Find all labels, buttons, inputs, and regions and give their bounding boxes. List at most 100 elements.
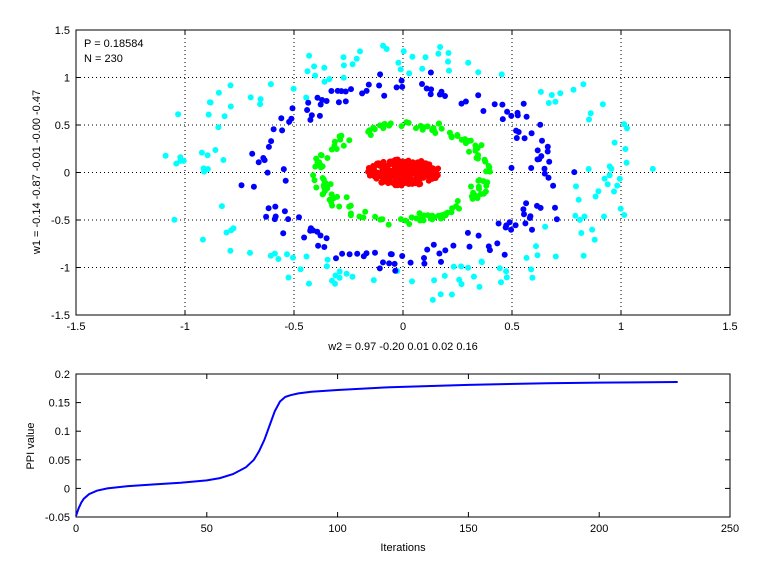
scatter-point — [406, 162, 413, 169]
scatter-point — [458, 100, 465, 107]
scatter-point — [409, 278, 415, 285]
annotation-n: N = 230 — [84, 53, 123, 65]
scatter-point — [520, 206, 527, 213]
scatter-y-tick-label: 0 — [64, 168, 70, 180]
scatter-point — [458, 281, 465, 288]
scatter-point — [529, 274, 536, 281]
scatter-point — [466, 148, 472, 155]
scatter-point — [377, 71, 384, 78]
scatter-point — [398, 77, 405, 84]
scatter-point — [424, 172, 431, 179]
scatter-point — [503, 274, 510, 281]
scatter-point — [321, 78, 328, 85]
scatter-point — [199, 236, 206, 243]
scatter-point — [387, 174, 394, 181]
scatter-x-label: w2 = 0.97 -0.20 0.01 0.02 0.16 — [327, 341, 478, 353]
scatter-point — [413, 177, 420, 184]
scatter-y-tick-label: 0.5 — [55, 120, 70, 132]
scatter-point — [526, 215, 533, 221]
scatter-point — [215, 124, 222, 131]
scatter-point — [575, 196, 582, 203]
line-plot-area — [75, 373, 731, 518]
scatter-point — [267, 252, 274, 259]
scatter-point — [383, 164, 390, 170]
scatter-point — [306, 52, 313, 59]
scatter-point — [649, 165, 656, 172]
scatter-point — [453, 203, 460, 210]
scatter-point — [445, 50, 452, 56]
scatter-point — [280, 166, 287, 173]
scatter-point — [413, 125, 419, 132]
scatter-point — [319, 175, 326, 181]
line-x-tick-label: 200 — [590, 523, 608, 535]
scatter-point — [329, 277, 335, 284]
scatter-point — [539, 137, 545, 144]
scatter-point — [424, 246, 431, 253]
scatter-point — [589, 226, 596, 233]
scatter-point — [316, 112, 323, 119]
scatter-point — [402, 217, 409, 224]
scatter-point — [572, 212, 579, 219]
scatter-point — [175, 111, 182, 118]
scatter-point — [484, 179, 491, 186]
scatter-point — [446, 129, 453, 136]
scatter-point — [228, 227, 235, 234]
scatter-point — [465, 264, 471, 271]
scatter-point — [255, 159, 262, 166]
scatter-point — [496, 265, 503, 272]
scatter-point — [394, 164, 401, 171]
scatter-point — [503, 268, 510, 275]
scatter-point — [367, 132, 374, 138]
scatter-point — [508, 226, 515, 233]
line-y-tick-label: -0.05 — [45, 512, 70, 524]
scatter-point — [544, 148, 551, 155]
scatter-point — [506, 219, 513, 226]
scatter-point — [448, 134, 455, 141]
scatter-point — [437, 291, 444, 298]
scatter-point — [303, 253, 310, 260]
scatter-point — [498, 279, 504, 286]
scatter-point — [399, 175, 406, 182]
scatter-point — [323, 263, 330, 270]
scatter-y-label: w1 = -0.14 -0.87 -0.01 -0.00 -0.47 — [31, 90, 43, 255]
scatter-y-tick-label: 1 — [64, 73, 70, 85]
scatter-point — [591, 236, 598, 243]
scatter-point — [285, 274, 292, 281]
scatter-point — [430, 241, 437, 248]
scatter-point — [570, 86, 577, 93]
scatter-point — [394, 182, 401, 189]
scatter-point — [462, 136, 468, 143]
scatter-point — [475, 92, 482, 99]
scatter-point — [336, 268, 343, 275]
scatter-point — [204, 152, 211, 159]
scatter-x-tick-label: -0.5 — [285, 321, 304, 333]
scatter-point — [576, 216, 583, 223]
scatter-point — [308, 112, 315, 119]
scatter-point — [418, 160, 425, 167]
scatter-point — [387, 251, 394, 258]
scatter-point — [442, 247, 449, 254]
scatter-point — [436, 91, 443, 98]
scatter-point — [522, 220, 529, 227]
scatter-point — [320, 191, 327, 197]
scatter-point — [323, 235, 330, 242]
scatter-point — [377, 173, 384, 180]
line-y-tick-label: 0.2 — [55, 369, 70, 381]
scatter-point — [498, 71, 505, 78]
scatter-point — [321, 244, 328, 250]
scatter-point — [523, 113, 530, 120]
scatter-point — [289, 105, 296, 112]
scatter-point — [521, 135, 528, 142]
scatter-point — [476, 283, 483, 290]
scatter-point — [606, 172, 613, 179]
scatter-point — [303, 94, 310, 101]
scatter-point — [441, 272, 448, 279]
scatter-point — [162, 152, 169, 159]
scatter-point — [553, 216, 560, 223]
scatter-point — [360, 253, 367, 260]
scatter-point — [389, 158, 396, 165]
scatter-point — [215, 89, 222, 96]
scatter-point — [278, 115, 285, 122]
scatter-point — [334, 87, 341, 94]
scatter-point — [370, 277, 377, 284]
